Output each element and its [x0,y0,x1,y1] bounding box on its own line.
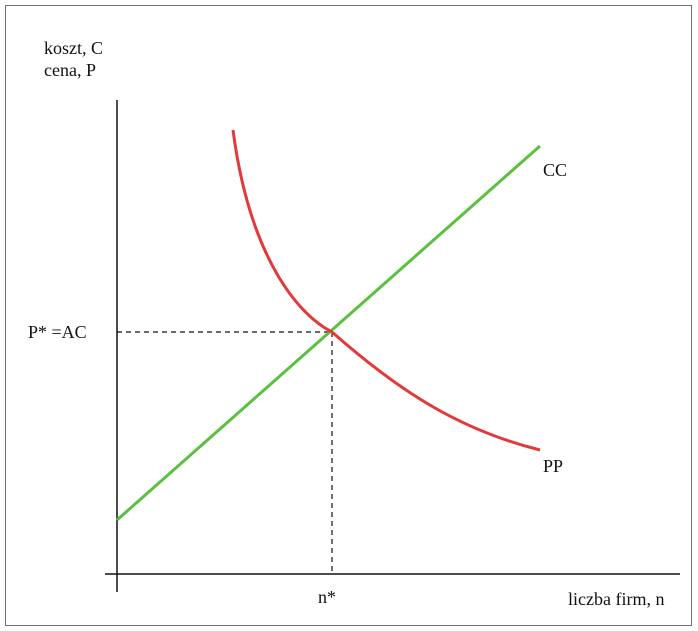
x-axis-label: liczba firm, n [568,589,664,609]
y-axis-label-line1: koszt, C [44,38,103,58]
equilibrium-price-label: P* =AC [28,322,87,342]
cc-curve [116,144,541,522]
y-axis-label-line2: cena, P [44,60,96,80]
pp-label: PP [543,456,563,476]
pp-curve [231,129,541,452]
diagram-frame [5,5,692,626]
cc-label: CC [543,160,567,180]
equilibrium-quantity-label: n* [318,587,336,607]
